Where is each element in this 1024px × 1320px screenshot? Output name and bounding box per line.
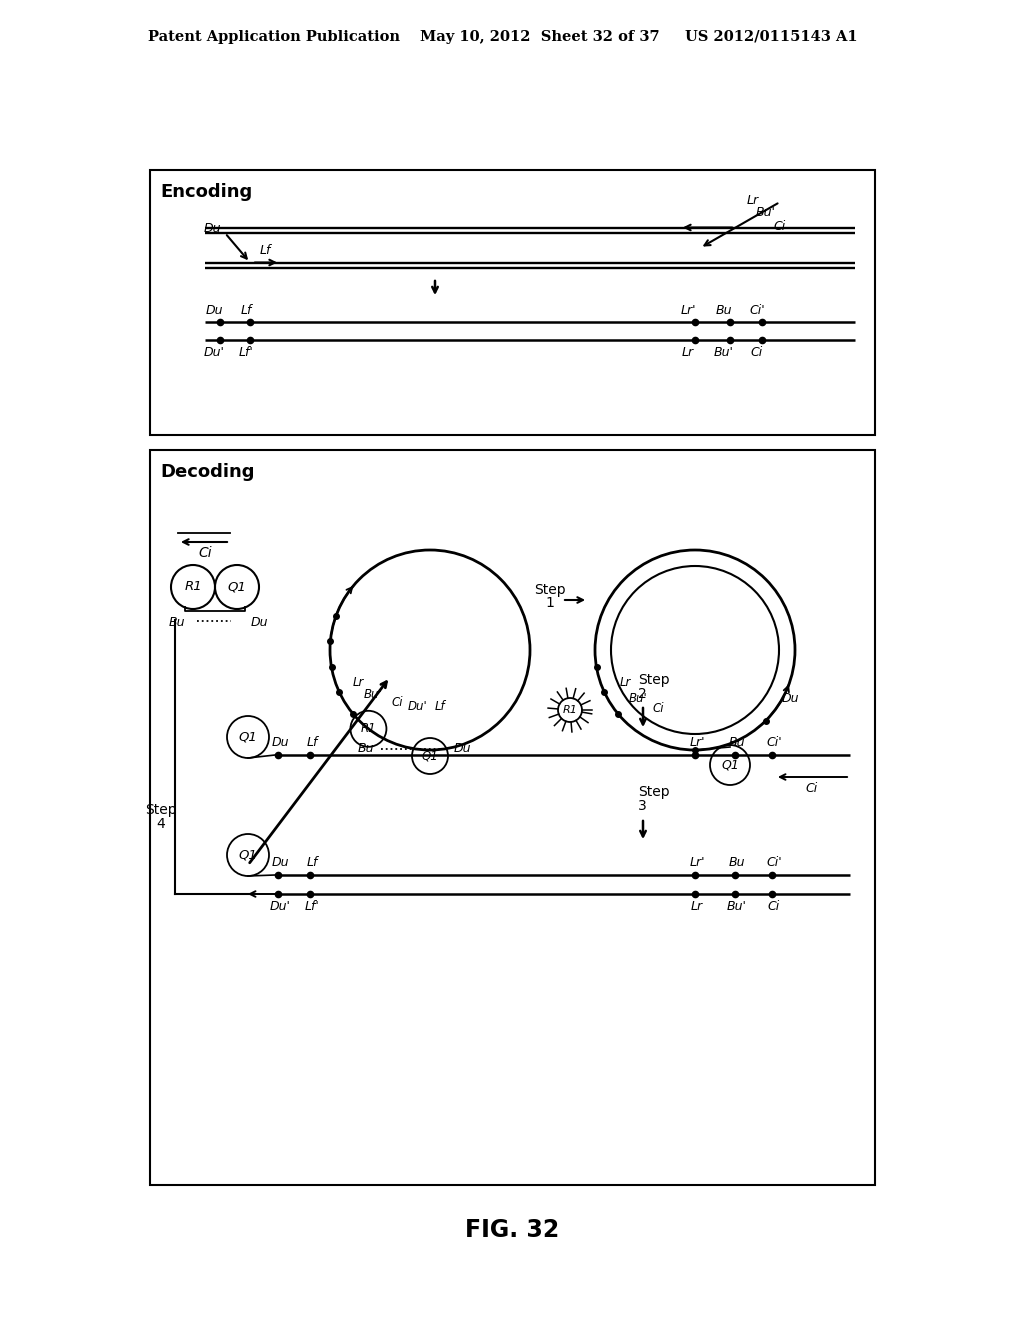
- Text: Bu': Bu': [756, 206, 776, 219]
- Text: Lr: Lr: [691, 900, 703, 913]
- Text: 1: 1: [546, 597, 554, 610]
- Text: R1: R1: [562, 705, 578, 715]
- Text: Lf': Lf': [239, 346, 253, 359]
- Text: Lr: Lr: [620, 676, 631, 689]
- Text: Lf: Lf: [241, 304, 252, 317]
- Text: May 10, 2012  Sheet 32 of 37: May 10, 2012 Sheet 32 of 37: [420, 30, 659, 44]
- Text: Ci': Ci': [766, 855, 781, 869]
- Text: Bu: Bu: [716, 304, 732, 317]
- Text: Lr': Lr': [680, 304, 695, 317]
- Text: Ci: Ci: [199, 546, 212, 560]
- Text: Du: Du: [271, 855, 289, 869]
- Text: 3: 3: [638, 799, 647, 813]
- Text: Lr': Lr': [689, 855, 705, 869]
- Text: R1: R1: [360, 722, 376, 735]
- Text: Q1: Q1: [239, 849, 257, 862]
- Text: Step: Step: [535, 583, 566, 597]
- Text: Ci: Ci: [751, 346, 763, 359]
- Text: R1: R1: [184, 581, 202, 594]
- Text: Du: Du: [203, 223, 221, 235]
- Text: Step: Step: [638, 785, 670, 799]
- Text: Encoding: Encoding: [160, 183, 252, 201]
- Text: Ci: Ci: [768, 900, 780, 913]
- Text: Q1: Q1: [422, 750, 438, 763]
- Text: Du: Du: [781, 692, 799, 705]
- Text: Lr: Lr: [682, 346, 694, 359]
- Text: US 2012/0115143 A1: US 2012/0115143 A1: [685, 30, 858, 44]
- Text: Du': Du': [204, 346, 224, 359]
- Text: Q1: Q1: [239, 730, 257, 743]
- Text: Du': Du': [409, 700, 428, 713]
- Text: Ci: Ci: [774, 219, 786, 232]
- Text: Bu: Bu: [357, 742, 374, 755]
- Text: Lf: Lf: [259, 244, 270, 257]
- Bar: [150, 450, 874, 1185]
- Text: Lf: Lf: [306, 855, 317, 869]
- Text: Ci: Ci: [806, 781, 818, 795]
- Text: Bu': Bu': [629, 692, 647, 705]
- Text: Decoding: Decoding: [160, 463, 255, 480]
- Text: Du: Du: [250, 615, 267, 628]
- Text: 2: 2: [638, 686, 647, 701]
- Text: Bu: Bu: [729, 735, 745, 748]
- Text: Step: Step: [638, 673, 670, 686]
- Text: Lf: Lf: [306, 735, 317, 748]
- Text: Bu: Bu: [729, 855, 745, 869]
- Text: Q1: Q1: [721, 759, 739, 771]
- Text: Lf': Lf': [304, 900, 319, 913]
- Bar: [150, 170, 874, 436]
- Text: Lr': Lr': [689, 735, 705, 748]
- Text: Bu': Bu': [364, 689, 382, 701]
- Text: Bu: Bu: [169, 615, 185, 628]
- Text: Step: Step: [145, 803, 177, 817]
- Text: Du: Du: [205, 304, 223, 317]
- Text: Bu': Bu': [727, 900, 746, 913]
- Text: Du: Du: [271, 735, 289, 748]
- Text: Lf: Lf: [434, 700, 445, 713]
- Text: Ci': Ci': [750, 304, 765, 317]
- Text: Du: Du: [454, 742, 471, 755]
- Text: Lr: Lr: [746, 194, 759, 206]
- Text: Ci: Ci: [652, 701, 664, 714]
- Text: Bu': Bu': [714, 346, 734, 359]
- Text: Ci: Ci: [391, 697, 402, 710]
- Text: FIG. 32: FIG. 32: [465, 1218, 559, 1242]
- Text: Ci': Ci': [766, 735, 781, 748]
- Text: Lr: Lr: [352, 676, 364, 689]
- Text: Q1: Q1: [227, 581, 247, 594]
- Text: 4: 4: [157, 817, 165, 832]
- Text: Du': Du': [269, 900, 291, 913]
- Text: Patent Application Publication: Patent Application Publication: [148, 30, 400, 44]
